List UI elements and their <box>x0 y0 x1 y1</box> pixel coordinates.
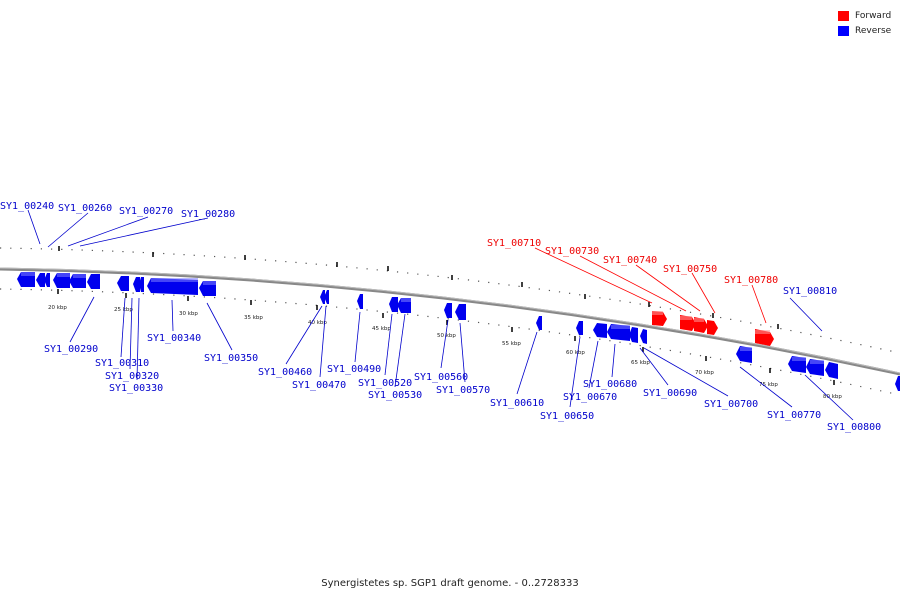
kbp-label: 65 kbp <box>631 360 650 366</box>
legend-forward: Forward <box>838 8 891 23</box>
gene-arrow <box>117 276 129 291</box>
gene-arrow <box>133 277 140 292</box>
kbp-label: 35 kbp <box>244 315 263 321</box>
gene-label: SY1_00570 <box>436 385 490 396</box>
gene-label: SY1_00340 <box>147 333 201 344</box>
gene-arrow <box>629 327 638 343</box>
gene-arrow <box>593 323 607 338</box>
gene-label: SY1_00310 <box>95 358 149 369</box>
gene-arrow <box>895 376 900 391</box>
reverse-gene-labels: SY1_00240 SY1_00260 SY1_00270 SY1_00280 … <box>0 201 881 433</box>
gene-label: SY1_00610 <box>490 398 544 409</box>
forward-leader-lines <box>534 247 767 324</box>
gene-label: SY1_00350 <box>204 353 258 364</box>
gene-arrow <box>87 274 100 289</box>
legend: Forward Reverse <box>838 8 891 38</box>
genome-backbone <box>0 267 900 376</box>
reverse-gene-shading <box>21 272 824 364</box>
gene-arrow <box>444 303 452 318</box>
gene-label: SY1_00770 <box>767 410 821 421</box>
gene-label: SY1_00330 <box>109 383 163 394</box>
gene-arrow <box>36 273 45 287</box>
gene-label: SY1_00740 <box>603 255 657 266</box>
forward-gene-shading <box>652 311 770 334</box>
gene-label: SY1_00270 <box>119 206 173 217</box>
gene-label: SY1_00680 <box>583 379 637 390</box>
lower-major-ticks <box>57 289 835 385</box>
gene-arrow <box>536 316 542 330</box>
gene-arrow <box>320 290 325 304</box>
gene-label: SY1_00700 <box>704 399 758 410</box>
kbp-label: 55 kbp <box>502 341 521 347</box>
legend-forward-label: Forward <box>855 10 892 21</box>
kbp-label: 40 kbp <box>308 320 327 326</box>
gene-label: SY1_00560 <box>414 372 468 383</box>
gene-arrow <box>357 294 363 309</box>
gene-arrow <box>455 304 466 320</box>
gene-label: SY1_00690 <box>643 388 697 399</box>
gene-arrow <box>825 362 838 379</box>
gene-arrow <box>139 277 144 292</box>
gene-label: SY1_00290 <box>44 344 98 355</box>
gene-arrow <box>707 320 718 335</box>
reverse-leader-lines <box>27 209 854 421</box>
gene-label: SY1_00460 <box>258 367 312 378</box>
kbp-label: 50 kbp <box>437 333 456 339</box>
kbp-label: 75 kbp <box>759 382 778 388</box>
gene-label: SY1_00750 <box>663 264 717 275</box>
gene-label: SY1_00710 <box>487 238 541 249</box>
forward-gene-labels: SY1_00710 SY1_00730 SY1_00740 SY1_00750 … <box>487 238 778 286</box>
gene-label: SY1_00470 <box>292 380 346 391</box>
gene-label: SY1_00240 <box>0 201 54 212</box>
gene-label: SY1_00320 <box>105 371 159 382</box>
gene-arrow <box>147 278 198 295</box>
reverse-swatch <box>838 25 849 36</box>
forward-swatch <box>838 10 849 21</box>
gene-label: SY1_00780 <box>724 275 778 286</box>
kbp-label: 20 kbp <box>48 305 67 311</box>
kbp-label: 30 kbp <box>179 311 198 317</box>
genome-backbone-highlight <box>0 267 900 374</box>
kbp-label: 60 kbp <box>566 350 585 356</box>
kbp-label: 25 kbp <box>114 307 133 313</box>
legend-reverse-label: Reverse <box>855 25 892 36</box>
gene-label: SY1_00810 <box>783 286 837 297</box>
gene-arrow <box>44 273 50 287</box>
kbp-label: 70 kbp <box>695 370 714 376</box>
gene-label: SY1_00280 <box>181 209 235 220</box>
legend-reverse: Reverse <box>838 23 891 38</box>
gene-label: SY1_00650 <box>540 411 594 422</box>
gene-label: SY1_00670 <box>563 392 617 403</box>
gene-arrow <box>640 329 647 344</box>
gene-arrow <box>389 297 398 312</box>
gene-label: SY1_00800 <box>827 422 881 433</box>
kbp-labels: 20 kbp 25 kbp 30 kbp 35 kbp 40 kbp 45 kb… <box>48 305 842 400</box>
upper-major-ticks <box>58 246 779 329</box>
gene-label: SY1_00730 <box>545 246 599 257</box>
kbp-label: 80 kbp <box>823 394 842 400</box>
kbp-label: 45 kbp <box>372 326 391 332</box>
genome-caption: Synergistetes sp. SGP1 draft genome. - 0… <box>321 578 579 589</box>
gene-label: SY1_00520 <box>358 378 412 389</box>
gene-label: SY1_00490 <box>327 364 381 375</box>
gene-label: SY1_00530 <box>368 390 422 401</box>
gene-label: SY1_00260 <box>58 203 112 214</box>
gene-arrow <box>324 290 329 304</box>
gene-arrow <box>576 321 583 335</box>
